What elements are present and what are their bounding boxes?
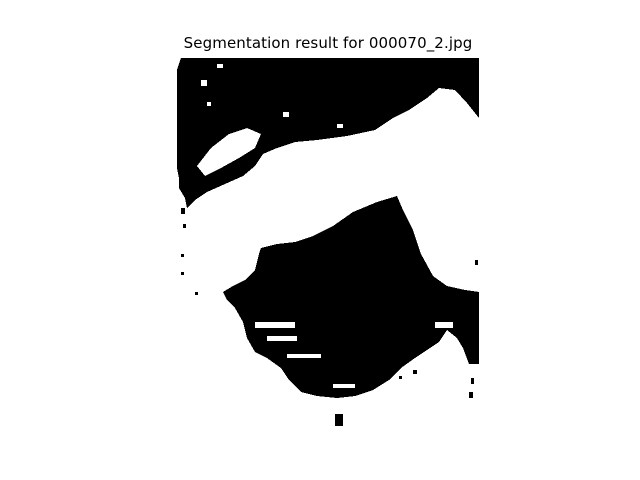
noise-pixel xyxy=(471,378,474,384)
lower-white-stripe-3 xyxy=(287,354,321,358)
upper-black-region xyxy=(177,58,479,208)
segmentation-mask-image xyxy=(177,58,479,426)
lower-black-region xyxy=(223,196,479,398)
noise-pixel xyxy=(475,260,478,265)
speck xyxy=(217,64,223,68)
lower-white-stripe-2 xyxy=(267,336,297,341)
mask-svg xyxy=(177,58,479,426)
noise-pixel xyxy=(181,272,184,275)
noise-pixel xyxy=(469,392,473,398)
speck xyxy=(283,112,289,117)
lower-white-stripe-1 xyxy=(255,322,295,328)
upper-white-lobe xyxy=(197,128,261,176)
lower-white-stripe-4 xyxy=(333,384,355,388)
noise-pixel xyxy=(399,376,402,379)
noise-pixel xyxy=(181,208,185,214)
noise-block xyxy=(335,414,343,426)
speck xyxy=(337,124,343,128)
noise-pixel xyxy=(183,224,186,228)
noise-pixel xyxy=(181,254,184,257)
speck xyxy=(207,102,211,106)
noise-pixel xyxy=(195,292,198,295)
figure-title: Segmentation result for 000070_2.jpg xyxy=(183,34,473,52)
speck xyxy=(201,80,207,86)
lower-white-stripe-5 xyxy=(435,322,453,328)
noise-pixel xyxy=(413,370,417,374)
